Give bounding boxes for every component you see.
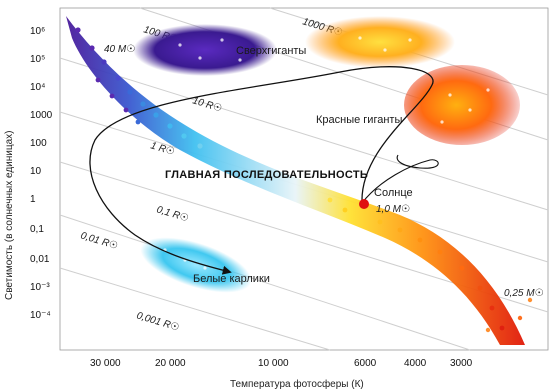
- y-tick-label: 10⁵: [30, 54, 45, 65]
- star-dot: [198, 56, 202, 60]
- x-axis-label: Температура фотосферы (К): [230, 378, 364, 390]
- star-dot: [499, 325, 505, 331]
- x-axis-ticks: 30 000 20 000 10 000 6000 4000 3000: [90, 358, 473, 369]
- star-dot: [489, 305, 495, 311]
- main-sequence-label: ГЛАВНАЯ ПОСЛЕДОВАТЕЛЬНОСТЬ: [165, 169, 368, 181]
- star-dot: [468, 108, 472, 112]
- star-dot: [417, 237, 423, 243]
- red-giants-region: [404, 65, 520, 145]
- star-dot: [477, 285, 483, 291]
- star-dot: [397, 227, 403, 233]
- evolution-track: [89, 66, 434, 275]
- star-dot: [115, 75, 121, 81]
- y-tick-label: 10: [30, 166, 42, 177]
- x-tick-label: 20 000: [155, 358, 186, 369]
- x-tick-label: 6000: [354, 358, 377, 369]
- supergiants-yellow-region: [305, 16, 455, 68]
- star-dot: [486, 88, 490, 92]
- star-dot: [448, 93, 452, 97]
- star-dot: [440, 120, 444, 124]
- y-tick-label: 10⁻⁴: [30, 310, 51, 321]
- y-axis-ticks: 10⁶ 10⁵ 10⁴ 1000 100 10 1 0,1 0,01 10⁻³ …: [30, 26, 53, 321]
- star-dot: [101, 59, 107, 65]
- star-dot: [517, 315, 523, 321]
- y-tick-label: 10⁴: [30, 82, 45, 93]
- star-dot: [377, 219, 383, 225]
- sun-mass-label: 1,0 M☉: [376, 204, 410, 215]
- star-dot: [135, 119, 141, 125]
- white-dwarfs-region: [140, 237, 252, 293]
- giant-stars: [163, 36, 490, 270]
- star-dot: [123, 107, 129, 113]
- star-dot: [408, 38, 412, 42]
- x-tick-label: 4000: [404, 358, 427, 369]
- main-sequence-band: [66, 16, 525, 345]
- y-tick-label: 1000: [30, 110, 53, 121]
- star-dot: [327, 197, 333, 203]
- supergiants-blue-region: [133, 24, 277, 76]
- x-tick-label: 10 000: [258, 358, 289, 369]
- star-dot: [95, 77, 101, 83]
- y-tick-label: 0,1: [30, 224, 44, 235]
- star-dot: [383, 48, 387, 52]
- star-dot: [358, 36, 362, 40]
- x-tick-label: 30 000: [90, 358, 121, 369]
- star-dot: [178, 43, 182, 47]
- star-dot: [485, 327, 491, 333]
- star-dot: [109, 93, 115, 99]
- star-dot: [203, 266, 207, 270]
- star-dot: [153, 112, 159, 118]
- sun-marker: [359, 199, 369, 209]
- star-dot: [167, 123, 173, 129]
- star-dot: [342, 207, 348, 213]
- star-dot: [75, 27, 81, 33]
- mass-025-label: 0,25 M☉: [504, 288, 544, 299]
- mass-40-label: 40 M☉: [104, 44, 135, 55]
- star-dot: [220, 38, 224, 42]
- white-dwarfs-label: Белые карлики: [193, 273, 270, 285]
- star-dot: [527, 297, 533, 303]
- star-dot: [197, 143, 203, 149]
- y-tick-label: 0,01: [30, 254, 50, 265]
- y-tick-label: 10⁻³: [30, 282, 50, 293]
- star-dot: [238, 58, 242, 62]
- main-sequence-stars: [75, 27, 533, 333]
- star-dot: [89, 45, 95, 51]
- red-giants-label: Красные гиганты: [316, 114, 402, 126]
- y-axis-label: Светимость (в солнечных единицах): [4, 131, 15, 300]
- star-dot: [459, 265, 465, 271]
- x-tick-label: 3000: [450, 358, 473, 369]
- star-dot: [181, 133, 187, 139]
- star-dot: [437, 249, 443, 255]
- star-dot: [127, 89, 133, 95]
- y-tick-label: 10⁶: [30, 26, 45, 37]
- sun-label: Солнце: [374, 187, 413, 199]
- supergiants-label: Сверхгиганты: [236, 45, 306, 57]
- y-tick-label: 100: [30, 138, 47, 149]
- star-dot: [140, 101, 146, 107]
- evolution-track-loop: [361, 154, 439, 204]
- y-tick-label: 1: [30, 194, 36, 205]
